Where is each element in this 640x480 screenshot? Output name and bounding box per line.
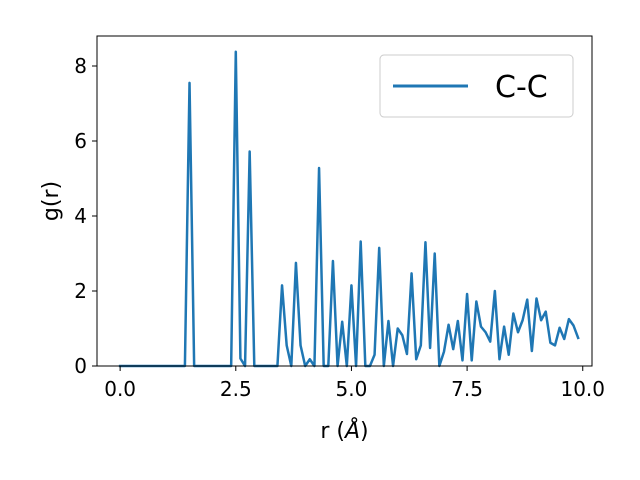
- legend-label-c-c: C-C: [495, 70, 548, 105]
- x-tick-label: 10.0: [560, 377, 605, 401]
- y-tick-label: 0: [74, 354, 87, 378]
- x-tick-label: 7.5: [451, 377, 483, 401]
- x-tick-label: 2.5: [220, 377, 252, 401]
- x-axis-label: r (Å): [320, 417, 368, 444]
- y-axis-label: g(r): [39, 181, 64, 221]
- y-tick-label: 4: [74, 204, 87, 228]
- x-tick-label: 0.0: [104, 377, 136, 401]
- y-tick-label: 2: [74, 279, 87, 303]
- legend: C-C: [379, 54, 574, 118]
- x-axis-ticks: 0.0 2.5 5.0 7.5 10.0: [104, 366, 605, 401]
- legend-box: [379, 54, 574, 118]
- x-tick-label: 5.0: [336, 377, 368, 401]
- axes-frame: [96, 35, 593, 367]
- y-tick-label: 6: [74, 129, 87, 153]
- y-tick-label: 8: [74, 54, 87, 78]
- y-axis-ticks: 0 2 4 6 8: [74, 54, 97, 378]
